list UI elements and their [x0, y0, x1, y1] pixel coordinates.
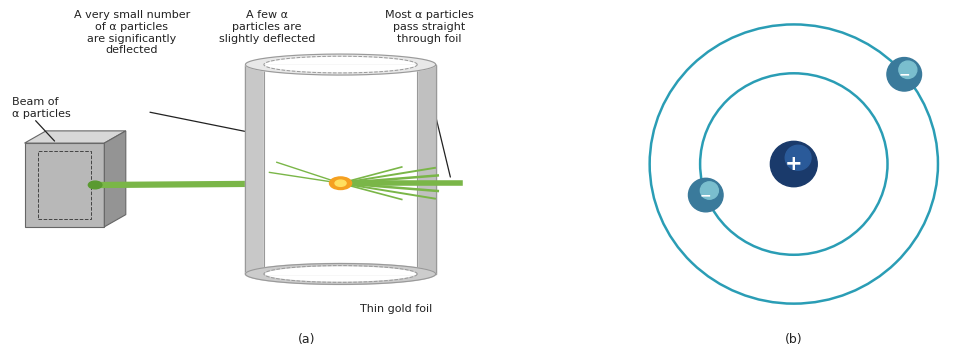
- Polygon shape: [24, 143, 104, 227]
- Polygon shape: [417, 65, 435, 274]
- Circle shape: [785, 145, 811, 170]
- Circle shape: [335, 180, 346, 186]
- Polygon shape: [104, 131, 126, 227]
- Polygon shape: [245, 54, 435, 75]
- Text: (a): (a): [298, 333, 316, 346]
- Text: +: +: [785, 154, 803, 174]
- Circle shape: [89, 181, 102, 189]
- Text: A few α
particles are
slightly deflected: A few α particles are slightly deflected: [219, 10, 316, 44]
- Text: A very small number
of α particles
are significantly
deflected: A very small number of α particles are s…: [74, 10, 190, 55]
- Polygon shape: [245, 65, 264, 274]
- Polygon shape: [245, 65, 435, 274]
- Text: (b): (b): [785, 333, 803, 346]
- Circle shape: [887, 58, 921, 91]
- Text: −: −: [898, 67, 910, 81]
- Text: Most α particles
pass straight
through foil: Most α particles pass straight through f…: [385, 10, 474, 44]
- Circle shape: [770, 141, 817, 187]
- Circle shape: [329, 177, 352, 190]
- Circle shape: [700, 182, 719, 199]
- Text: Thin gold foil: Thin gold foil: [359, 304, 431, 314]
- Text: Beam of
α particles: Beam of α particles: [13, 97, 71, 119]
- Circle shape: [899, 61, 917, 79]
- Text: −: −: [700, 188, 712, 202]
- Polygon shape: [24, 131, 126, 143]
- Polygon shape: [264, 65, 417, 274]
- Circle shape: [689, 178, 723, 212]
- Polygon shape: [245, 263, 435, 284]
